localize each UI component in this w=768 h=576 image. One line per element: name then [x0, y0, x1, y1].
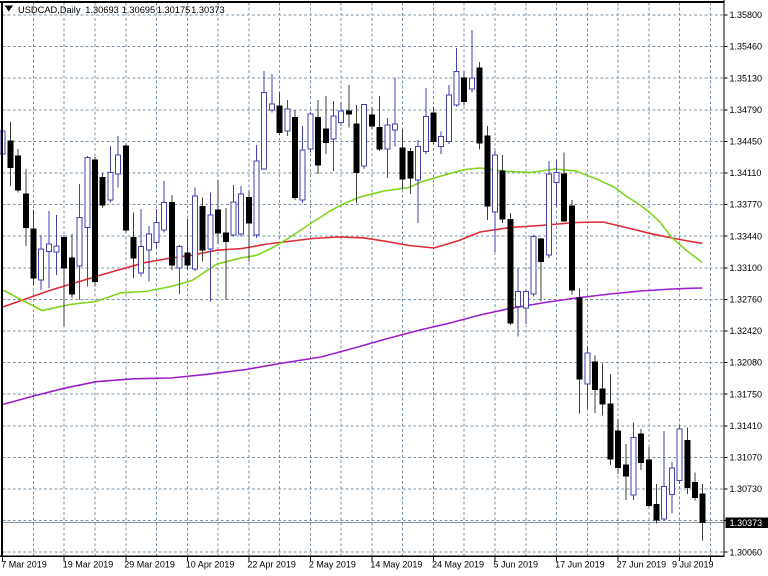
svg-text:7 Mar 2019: 7 Mar 2019 [1, 559, 47, 569]
svg-text:5 Jun 2019: 5 Jun 2019 [494, 559, 539, 569]
svg-text:1.33440: 1.33440 [730, 231, 763, 241]
svg-text:1.30373: 1.30373 [730, 518, 763, 528]
svg-text:1.31750: 1.31750 [730, 389, 763, 399]
svg-text:19 Mar 2019: 19 Mar 2019 [63, 559, 114, 569]
svg-text:1.35800: 1.35800 [730, 10, 763, 20]
svg-text:2 May 2019: 2 May 2019 [309, 559, 356, 569]
svg-text:14 May 2019: 14 May 2019 [370, 559, 422, 569]
svg-text:1.34110: 1.34110 [730, 168, 762, 178]
svg-text:1.34450: 1.34450 [730, 137, 763, 147]
svg-text:1.30693: 1.30693 [85, 5, 119, 15]
svg-text:USDCAD,Daily: USDCAD,Daily [18, 5, 81, 15]
svg-text:1.31410: 1.31410 [730, 421, 763, 431]
svg-text:1.35460: 1.35460 [730, 42, 763, 52]
svg-text:1.32760: 1.32760 [730, 295, 763, 305]
svg-text:1.33100: 1.33100 [730, 263, 763, 273]
svg-text:1.30060: 1.30060 [730, 547, 763, 557]
svg-text:10 Apr 2019: 10 Apr 2019 [186, 559, 235, 569]
svg-text:1.30175: 1.30175 [157, 5, 191, 15]
svg-text:17 Jun 2019: 17 Jun 2019 [555, 559, 605, 569]
svg-text:1.30695: 1.30695 [122, 5, 156, 15]
svg-text:1.34790: 1.34790 [730, 105, 763, 115]
svg-text:24 May 2019: 24 May 2019 [432, 559, 484, 569]
svg-text:1.32420: 1.32420 [730, 326, 763, 336]
svg-text:9 Jul 2019: 9 Jul 2019 [672, 559, 714, 569]
svg-text:1.31070: 1.31070 [730, 453, 763, 463]
svg-text:1.35130: 1.35130 [730, 73, 763, 83]
svg-text:1.32080: 1.32080 [730, 358, 763, 368]
svg-text:1.30730: 1.30730 [730, 484, 763, 494]
svg-text:1.30373: 1.30373 [191, 5, 225, 15]
svg-text:27 Jun 2019: 27 Jun 2019 [617, 559, 667, 569]
svg-text:29 Mar 2019: 29 Mar 2019 [124, 559, 175, 569]
svg-text:22 Apr 2019: 22 Apr 2019 [247, 559, 296, 569]
svg-text:1.33770: 1.33770 [730, 200, 763, 210]
